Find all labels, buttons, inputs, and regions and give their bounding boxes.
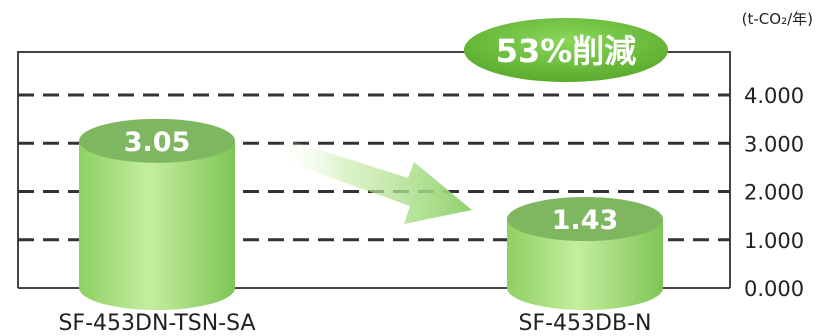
y-tick-label: 4.000	[744, 84, 804, 108]
y-tick-label: 2.000	[744, 181, 804, 205]
bar-top	[507, 197, 663, 242]
reduction-badge-text: 53%削減	[496, 32, 637, 70]
reduction-arrow	[276, 138, 472, 224]
bar-value-label: 3.05	[124, 127, 191, 158]
y-axis-ticks: 0.000 1.000 2.000 3.000 4.000	[744, 84, 804, 301]
reduction-badge	[464, 18, 668, 82]
bar: 3.05	[79, 118, 235, 310]
plot-frame	[17, 51, 731, 288]
bar-value-label: 1.43	[552, 205, 619, 236]
category-label: SF-453DB-N	[519, 311, 652, 336]
category-labels: SF-453DN-TSN-SA SF-453DB-N	[58, 311, 651, 336]
category-label: SF-453DN-TSN-SA	[58, 311, 255, 336]
bar: 1.43	[507, 197, 663, 310]
y-tick-label: 3.000	[744, 132, 804, 156]
bars: 3.05 1.43	[79, 118, 663, 310]
y-tick-label: 1.000	[744, 229, 804, 253]
bar-body	[79, 140, 235, 310]
unit-label: (t-CO₂/年)	[742, 10, 813, 28]
bar-body	[507, 219, 663, 310]
y-tick-label: 0.000	[744, 277, 804, 301]
bar-top	[79, 118, 235, 163]
